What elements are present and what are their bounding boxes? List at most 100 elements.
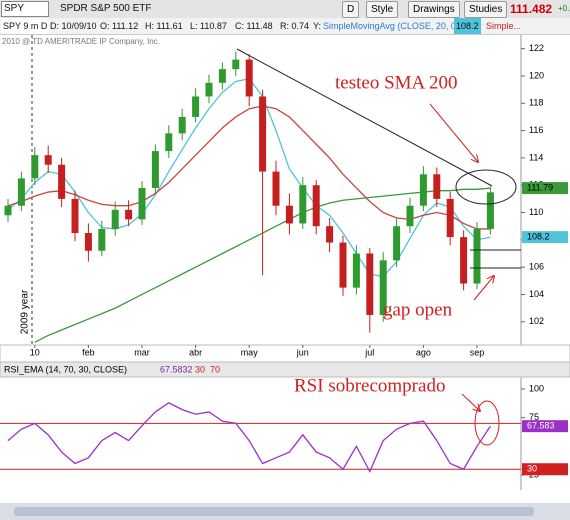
- y-tick-label: 118: [529, 98, 543, 108]
- study-value: 108.2: [454, 18, 481, 34]
- candle-body: [352, 253, 360, 288]
- value-tag: 30: [527, 464, 537, 474]
- rsi-level: 70: [210, 364, 220, 374]
- candle-body: [218, 69, 226, 83]
- y-tick-label: 75: [529, 412, 539, 422]
- x-tick-label: 10: [30, 347, 40, 357]
- candle-body: [285, 205, 293, 224]
- studies-button[interactable]: Studies: [464, 1, 508, 18]
- y-tick-label: 110: [529, 207, 543, 217]
- y-tick-label: 104: [529, 289, 544, 299]
- rsi-header: [0, 361, 570, 378]
- series-line: [7, 402, 491, 474]
- candle-body: [178, 116, 186, 134]
- candle-body: [299, 185, 307, 224]
- candle-body: [84, 233, 92, 251]
- arrow: [473, 276, 494, 301]
- annotation: RSI sobrecomprado: [294, 375, 445, 396]
- y-tick-label: 122: [529, 43, 544, 53]
- y-tick-label: 114: [529, 152, 543, 162]
- rsi-title: RSI_EMA (14, 70, 30, CLOSE): [4, 364, 127, 374]
- info-high: H: 111.61: [145, 21, 183, 31]
- candle-body: [326, 226, 334, 243]
- x-tick-label: jun: [296, 347, 309, 357]
- x-tick-label: sep: [470, 347, 485, 357]
- rsi-level: 30: [195, 364, 205, 374]
- toolbar: SPY SPDR S&P 500 ETF D Style Drawings St…: [0, 0, 570, 19]
- value-tag-bg: [522, 420, 568, 433]
- candle-body: [138, 187, 146, 220]
- candle-body: [165, 133, 173, 152]
- candle-body: [339, 242, 347, 288]
- info-date: D: 10/09/10: [50, 21, 97, 31]
- x-tick-label: feb: [82, 347, 95, 357]
- scroll-thumb[interactable]: [14, 507, 534, 516]
- annotation: gap open: [383, 299, 453, 320]
- candle-body: [446, 198, 454, 238]
- candle-body: [259, 96, 267, 172]
- y-tick-label: 102: [529, 316, 544, 326]
- value-tag-bg: [522, 231, 568, 244]
- candle-body: [393, 226, 401, 261]
- info-close: C: 111.48: [235, 21, 273, 31]
- candle-body: [232, 59, 240, 70]
- year-label: 2009 year: [20, 289, 31, 334]
- value-tag-bg: [522, 182, 568, 195]
- candle-body: [486, 192, 494, 229]
- candle-body: [272, 171, 280, 206]
- info-bar: SPY 9 m D D: 10/09/10 O: 111.12 H: 111.6…: [0, 18, 570, 35]
- candle-body: [366, 253, 374, 315]
- period-button[interactable]: D: [342, 1, 360, 18]
- candle-body: [31, 155, 39, 179]
- y-tick-label: 116: [529, 125, 543, 135]
- study-more: Simple...: [486, 21, 522, 31]
- style-button[interactable]: Style: [366, 1, 399, 18]
- drawings-button[interactable]: Drawings: [408, 1, 460, 18]
- last-price: 111.482: [510, 2, 553, 16]
- symbol-input[interactable]: SPY: [1, 1, 49, 17]
- candle-body: [98, 228, 106, 251]
- rsi-foot: [0, 490, 570, 503]
- info-y: Y:: [313, 21, 322, 31]
- value-tag: 108.2: [527, 231, 550, 241]
- y-tick-label: 120: [529, 70, 544, 80]
- x-tick-label: ago: [416, 347, 431, 357]
- candle-body: [44, 155, 52, 165]
- candle-body: [419, 174, 427, 206]
- study-name: SimpleMovingAvg (CLOSE, 20, 0): [323, 21, 459, 31]
- x-tick-label: abr: [189, 347, 202, 357]
- candle-body: [111, 209, 119, 229]
- candle-body: [192, 96, 200, 117]
- y-tick-label: 106: [529, 262, 544, 272]
- x-tick-label: mar: [134, 347, 150, 357]
- copyright: 2010 @ TD AMERITRADE IP Company, Inc.: [2, 37, 160, 46]
- info-range: R: 0.74: [280, 21, 310, 31]
- candle-body: [460, 237, 468, 284]
- candle-body: [58, 164, 66, 199]
- candle-body: [151, 151, 159, 188]
- annotation: testeo SMA 200: [335, 72, 457, 93]
- info-open: O: 111.12: [100, 21, 139, 31]
- candle-body: [473, 228, 481, 284]
- value-tag: 67.583: [527, 421, 555, 431]
- candle-body: [71, 198, 79, 234]
- candle-body: [433, 174, 441, 199]
- value-tag: 111.79: [527, 182, 553, 192]
- highlight-ellipse: [474, 400, 500, 446]
- candle-body: [312, 185, 320, 227]
- change: +0.5: [558, 4, 570, 13]
- rsi-value: 67.5832: [160, 364, 193, 374]
- y-tick-label: 100: [529, 383, 544, 393]
- candle-body: [17, 178, 25, 206]
- candle-body: [245, 59, 253, 97]
- candle-body: [379, 260, 387, 315]
- x-tick-label: may: [241, 347, 259, 357]
- highlight-ellipse: [455, 169, 517, 205]
- value-tag-bg: [522, 463, 568, 476]
- chart-tab[interactable]: SPY 9 m D: [1, 18, 50, 34]
- candle-body: [125, 209, 133, 220]
- description: SPDR S&P 500 ETF: [60, 3, 152, 14]
- candle-body: [406, 205, 414, 227]
